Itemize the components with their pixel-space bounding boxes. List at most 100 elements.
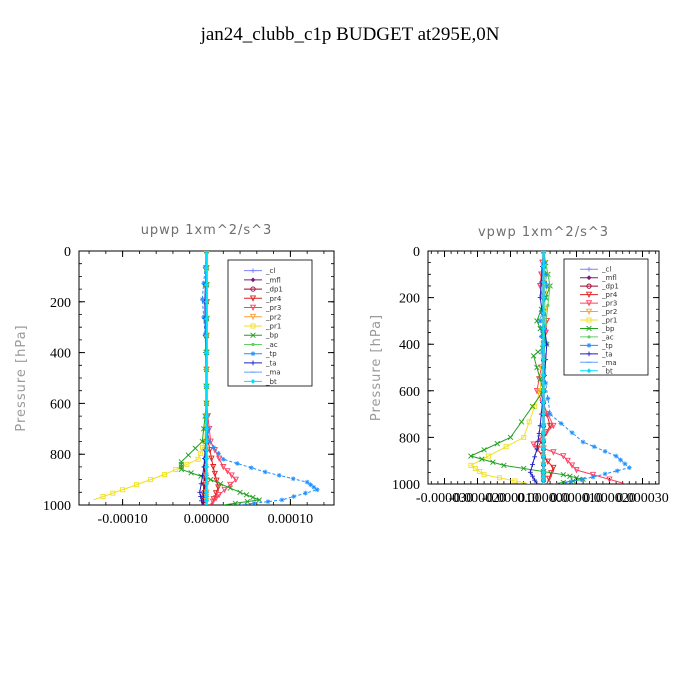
legend-label: _pr1 [601, 317, 617, 325]
series-point-tp [290, 476, 296, 482]
series-point-bt [204, 316, 209, 322]
series-point-pr4 [215, 484, 222, 491]
series-point-bp [535, 349, 541, 355]
legend-label: _ma [265, 369, 281, 377]
series-point-bt [541, 264, 546, 269]
series-point-pr1 [521, 434, 527, 440]
series-point-tp [216, 450, 221, 456]
series-point-bt [204, 464, 209, 470]
series-point-tp [544, 283, 550, 289]
x-tick-label: 0.00010 [268, 512, 314, 527]
series-point-tp [602, 448, 608, 454]
series-point-pr3 [550, 449, 557, 456]
series-point-tp [303, 490, 308, 496]
series-point-bp [178, 459, 185, 465]
series-point-pr3 [530, 441, 537, 448]
legend-box [563, 258, 649, 376]
series-point-tp [568, 479, 574, 484]
x-tick-label: 0.00000 [184, 512, 230, 527]
series-point-bp [520, 465, 527, 472]
chart-upwp: upwp 1xm^2/s^3 0 200 400 600 800 1000 -0.00010 0… [14, 223, 335, 527]
series-point-tp [537, 318, 543, 324]
y-tick-label: 800 [399, 431, 420, 446]
series-point-pr3 [220, 464, 227, 471]
series-point-ta [199, 498, 204, 504]
series-point-pr1 [503, 444, 509, 450]
series-point-bt [541, 326, 546, 332]
series-point-bt [541, 411, 546, 417]
series-point-ac [548, 284, 552, 288]
series-point-tp [206, 439, 212, 444]
series-point-tp [314, 487, 320, 493]
series-point-bp [507, 434, 514, 441]
legend-label: _pr1 [265, 323, 281, 331]
series-point-tp [308, 482, 313, 488]
series-point-bp [481, 447, 487, 453]
series-point-bt [541, 372, 546, 378]
series-point-tp [602, 471, 608, 477]
legend-label: _ac [265, 341, 278, 349]
series-point-tp [580, 439, 586, 445]
series-point-bp [537, 376, 543, 382]
legend-marker [249, 313, 257, 321]
series-point-pr1 [526, 419, 532, 425]
series-group [93, 251, 320, 505]
series-point-bp [199, 438, 206, 445]
legend-label: _pr2 [601, 308, 617, 316]
series-point-tp [545, 396, 551, 401]
series-point-bt [204, 413, 209, 419]
legend-marker [250, 268, 256, 274]
series-point-bp [237, 489, 243, 496]
x-tick-label: -0.000030 [416, 491, 473, 506]
series-point-ta [530, 462, 535, 467]
series-point-pr3 [573, 467, 580, 474]
series-point-bp [501, 462, 507, 469]
legend-marker [586, 266, 592, 272]
legend-marker [587, 335, 591, 339]
y-tick-label: 800 [50, 448, 71, 463]
series-point-pr3 [221, 486, 228, 494]
legend-marker [250, 378, 256, 384]
series-point-bt [204, 426, 209, 432]
series-point-bt [204, 472, 209, 478]
chart-title: vpwp 1xm^2/s^3 [478, 225, 609, 240]
legend-marker [586, 351, 592, 357]
series-point-bp [567, 473, 573, 479]
y-tick-label: 0 [64, 245, 71, 260]
series-point-pr3 [550, 422, 557, 430]
series-point-bt [204, 481, 209, 487]
series-point-bt [204, 498, 209, 504]
series-point-bp [479, 456, 485, 462]
series-point-pr1 [100, 494, 106, 500]
series-point-bt [541, 477, 546, 483]
series-point-bp [490, 459, 496, 465]
legend: _cl_mfl_dp1_pr4_pr3_pr2_pr1_bp_ac_tp_ta_… [563, 258, 649, 376]
series-point-bp [244, 498, 251, 505]
series-point-tp [591, 444, 597, 450]
series-point-tp [279, 497, 285, 503]
series-point-pr1 [162, 472, 168, 478]
series-point-bp [227, 485, 233, 491]
series-point-ta [530, 473, 535, 479]
series-point-pr1 [472, 465, 478, 471]
legend-marker [249, 304, 257, 311]
x-tick-label: -0.000010 [482, 491, 539, 506]
legend-marker [586, 342, 592, 348]
series-point-bt [204, 447, 209, 453]
series-point-bt [541, 279, 546, 285]
series-point-bp [560, 479, 567, 484]
series-point-tp [201, 314, 207, 320]
series-point-pr4 [545, 475, 553, 482]
chart-vpwp: vpwp 1xm^2/s^3 0 200 400 600 800 1000-0.000030… [369, 225, 669, 506]
legend-label: _dp1 [265, 286, 283, 294]
y-tick-label: 200 [50, 296, 71, 311]
series-point-bt [204, 333, 209, 339]
legend-label: _dp1 [601, 283, 619, 291]
series-point-pr3 [232, 476, 239, 484]
legend-label: _pr3 [265, 304, 281, 312]
legend-box [227, 259, 313, 387]
series-point-bt [541, 438, 546, 444]
legend: _cl_mfl_dp1_pr4_pr3_pr2_pr1_bp_ac_tp_ta_… [227, 259, 313, 387]
x-tick-label: 0.000000 [517, 491, 570, 506]
legend-label: _ma [601, 359, 617, 367]
